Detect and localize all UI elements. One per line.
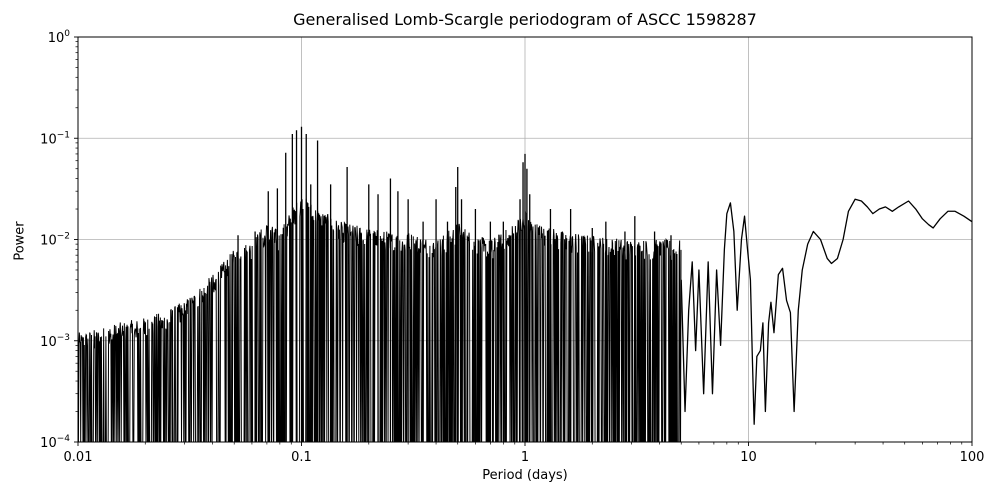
x-tick-label: 0.01 [64,450,93,465]
chart-title: Generalised Lomb-Scargle periodogram of … [293,10,757,29]
x-tick-label: 10 [740,450,757,465]
axis-layer: 0.01 0.1 1 10 100 10−4 10−3 10−2 10−1 100 [40,29,984,465]
x-tick-label: 1 [521,450,529,465]
y-tick-label: 10−1 [40,130,70,147]
dense-periodogram-line [77,198,682,443]
series-layer [77,126,973,443]
y-tick-label: 10−2 [40,232,70,249]
y-tick-label: 10−4 [40,434,70,451]
y-tick-label: 10−3 [40,333,70,350]
smooth-periodogram-line [680,198,973,425]
x-tick-label: 100 [960,450,985,465]
y-tick-label: 100 [48,29,71,46]
x-axis-label: Period (days) [482,468,568,483]
x-tick-label: 0.1 [291,450,312,465]
